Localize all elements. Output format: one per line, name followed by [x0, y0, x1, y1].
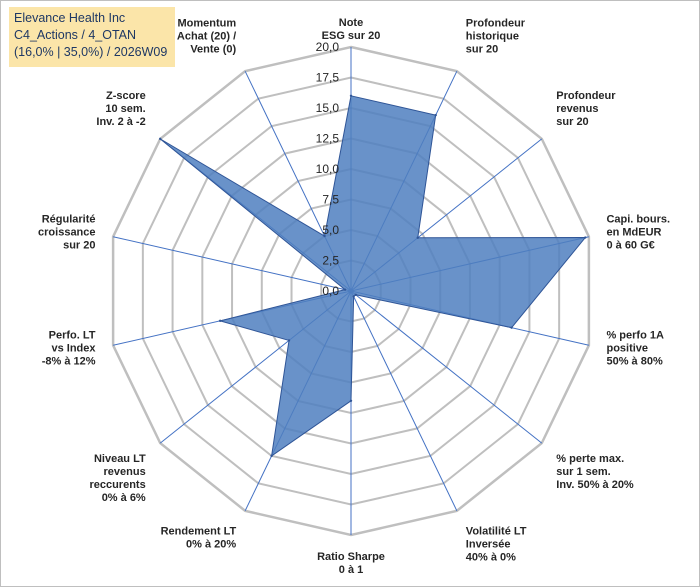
- axis-label-line: sur 1 sem.: [556, 466, 610, 478]
- tick-label: 0,0: [322, 284, 339, 298]
- axis-label: Profondeur historique sur 20: [466, 18, 526, 56]
- axis-label-line: sur 20: [63, 240, 95, 252]
- axis-label-line: 50% à 80%: [606, 355, 662, 367]
- axis-label-line: Profondeur: [466, 18, 526, 30]
- axis-label: Perfo. LT vs Index -8% à 12%: [42, 329, 97, 367]
- axis-label-line: revenus: [104, 466, 146, 478]
- portfolio-path: C4_Actions / 4_OTAN: [14, 28, 137, 42]
- data-point: [584, 236, 587, 239]
- axis-label-line: Note: [339, 17, 363, 29]
- axis-label-line: 0 à 60 G€: [606, 240, 654, 252]
- axis-label: Momentum Achat (20) / Vente (0): [177, 18, 237, 56]
- tick-label: 17,5: [316, 71, 340, 85]
- axis-label: Note ESG sur 20: [322, 17, 381, 42]
- axis-label-line: Z-score: [106, 90, 146, 102]
- tick-label: 5,0: [322, 223, 339, 237]
- axis-label-line: Inv. 2 à -2: [96, 116, 145, 128]
- axis-label-line: 0 à 1: [339, 564, 363, 576]
- axis-label-line: Capi. bours.: [606, 214, 670, 226]
- axis-label-line: 0% à 6%: [102, 492, 146, 504]
- tick-label: 15,0: [316, 101, 340, 115]
- axis-label-line: Perfo. LT: [49, 329, 96, 341]
- company-name: Elevance Health Inc: [14, 11, 126, 25]
- axis-label-line: 0% à 20%: [186, 538, 236, 550]
- score-summary: (16,0% | 35,0%) / 2026W09: [14, 45, 168, 59]
- axis-label-line: 40% à 0%: [466, 551, 516, 563]
- axis-label-line: reccurents: [89, 479, 145, 491]
- axis-label: % perte max. sur 1 sem. Inv. 50% à 20%: [556, 453, 634, 491]
- axis-label-line: Inv. 50% à 20%: [556, 479, 634, 491]
- axis-label: Niveau LT revenus reccurents 0% à 6%: [89, 453, 146, 504]
- tick-label: 12,5: [316, 132, 340, 146]
- axis-label-line: Rendement LT: [161, 525, 237, 537]
- axis-label: % perfo 1A positive 50% à 80%: [606, 329, 664, 367]
- chart-title-box: Elevance Health Inc C4_Actions / 4_OTAN …: [9, 7, 175, 67]
- axis-label: Profondeur revenus sur 20: [556, 90, 616, 128]
- axis-label: Capi. bours. en MdEUR 0 à 60 G€: [606, 214, 670, 252]
- axis-label: Volatilité LT Inversée 40% à 0%: [466, 525, 527, 563]
- data-point: [270, 454, 273, 458]
- data-point: [343, 288, 347, 291]
- data-point: [218, 319, 222, 323]
- axis-label-line: 10 sem.: [105, 103, 145, 115]
- axis-label-line: Profondeur: [556, 90, 616, 102]
- data-point: [434, 113, 437, 117]
- axis-label-line: Achat (20) /: [177, 31, 236, 43]
- axis-label: Régularité croissance sur 20: [38, 214, 95, 252]
- axis-label-line: sur 20: [556, 116, 588, 128]
- data-point: [323, 234, 326, 238]
- axis-label-line: -8% à 12%: [42, 355, 96, 367]
- axis-label-line: % perte max.: [556, 453, 624, 465]
- axis-label-line: Volatilité LT: [466, 525, 527, 537]
- data-series-area: [159, 95, 587, 457]
- axis-label-line: positive: [606, 342, 648, 354]
- tick-label: 2,5: [322, 254, 339, 268]
- axis-label-line: sur 20: [466, 44, 498, 56]
- data-point: [287, 339, 291, 342]
- axis-label: Rendement LT 0% à 20%: [161, 525, 237, 550]
- axis-label-line: ESG sur 20: [322, 30, 381, 42]
- data-point: [354, 293, 357, 297]
- data-point: [510, 326, 513, 329]
- axis-label: Z-score 10 sem. Inv. 2 à -2: [96, 90, 145, 128]
- axis-label-line: en MdEUR: [606, 227, 661, 239]
- axis-spoke: [113, 236, 352, 292]
- axis-label-line: Régularité: [42, 214, 96, 226]
- tick-label: 20,0: [316, 40, 340, 54]
- tick-label: 7,5: [322, 193, 339, 207]
- data-point: [416, 236, 419, 239]
- axis-label-line: historique: [466, 31, 519, 43]
- axis-spoke: [350, 290, 543, 444]
- axis-label: Ratio Sharpe 0 à 1: [317, 551, 385, 576]
- axis-label-line: croissance: [38, 227, 95, 239]
- axis-label-line: vs Index: [51, 342, 96, 354]
- axis-label-line: Niveau LT: [94, 453, 146, 465]
- data-point: [349, 94, 353, 98]
- axis-spoke: [350, 290, 458, 512]
- axis-label-line: Vente (0): [190, 44, 236, 56]
- axis-label-line: Inversée: [466, 538, 511, 550]
- data-point: [349, 399, 353, 402]
- data-point: [352, 295, 355, 298]
- axis-label-line: Ratio Sharpe: [317, 551, 385, 563]
- data-point: [159, 137, 162, 141]
- tick-label: 10,0: [316, 162, 340, 176]
- axis-label-line: revenus: [556, 103, 598, 115]
- axis-label-line: % perfo 1A: [606, 329, 664, 341]
- axis-label-line: Momentum: [178, 18, 237, 30]
